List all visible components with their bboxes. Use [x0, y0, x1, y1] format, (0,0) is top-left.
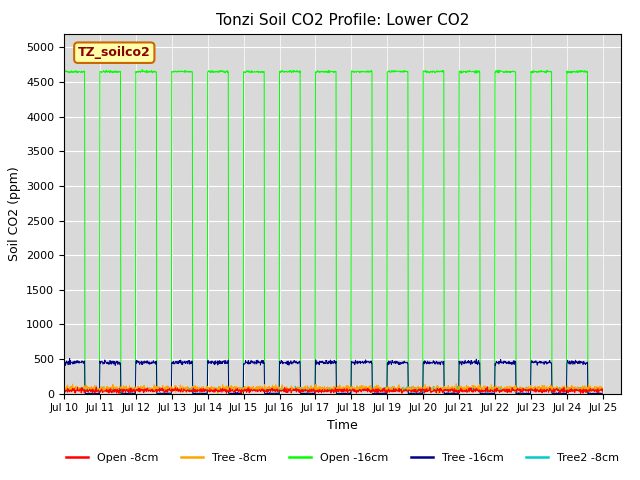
Text: TZ_soilco2: TZ_soilco2 [78, 46, 150, 59]
Legend: Open -8cm, Tree -8cm, Open -16cm, Tree -16cm, Tree2 -8cm: Open -8cm, Tree -8cm, Open -16cm, Tree -… [61, 448, 623, 467]
X-axis label: Time: Time [327, 419, 358, 432]
Title: Tonzi Soil CO2 Profile: Lower CO2: Tonzi Soil CO2 Profile: Lower CO2 [216, 13, 469, 28]
Y-axis label: Soil CO2 (ppm): Soil CO2 (ppm) [8, 166, 20, 261]
